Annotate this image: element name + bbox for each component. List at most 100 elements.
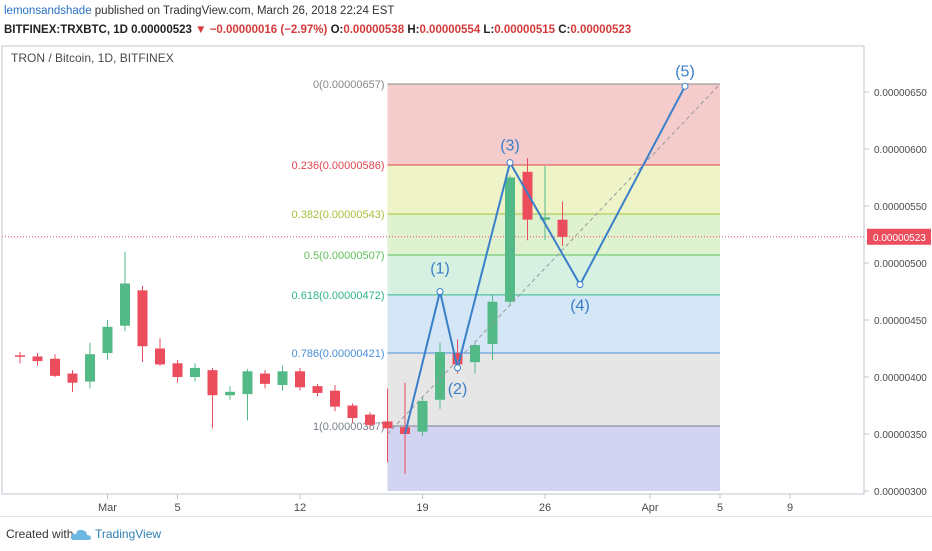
fib-zone (387, 164, 720, 214)
candle (540, 166, 550, 241)
candle (382, 388, 393, 463)
candle (102, 320, 113, 360)
candle (470, 342, 480, 374)
candle-body (295, 371, 305, 388)
wave-point[interactable] (576, 281, 584, 289)
fib-zones (387, 84, 720, 491)
price-tick-label: 0.00000450 (874, 316, 927, 327)
candle (365, 412, 375, 429)
time-tick-label: Apr (641, 502, 658, 514)
candle (277, 365, 288, 391)
candle (207, 367, 218, 429)
candle (155, 338, 165, 366)
candle-body (330, 390, 340, 407)
price-axis[interactable]: 0.00000650 0.00000600 0.00000550 0.00000500… (864, 88, 931, 498)
publisher-link[interactable]: lemonsandshade (4, 5, 92, 17)
candle (417, 397, 428, 437)
candle-body (470, 345, 480, 363)
candle-body (207, 370, 218, 396)
candle-body (32, 356, 43, 362)
time-axis[interactable]: Mar 5 12 19 26 Apr 5 9 (98, 494, 793, 514)
candle (260, 370, 270, 389)
chart-header: lemonsandshade published on TradingView.… (0, 0, 932, 44)
candle-body (522, 171, 533, 220)
published-text: published on TradingView.com, March 26, … (91, 5, 395, 17)
candle-body (137, 290, 148, 347)
fib-level-label: 0.5(0.00000507) (304, 250, 385, 262)
price-tick-label: 0.00000600 (874, 145, 927, 156)
candle-body (417, 400, 428, 432)
ohlc-line: BITFINEX:TRXBTC, 1D 0.00000523 ▼ −0.0000… (4, 24, 631, 36)
tradingview-link[interactable]: TradingView (95, 527, 162, 541)
candle-body (540, 217, 550, 220)
fib-level-label: 0.786(0.00000421) (292, 348, 385, 360)
wave-point[interactable] (681, 82, 689, 90)
candle-body (102, 326, 113, 354)
time-tick-label: 19 (416, 502, 428, 514)
candles (15, 158, 568, 474)
candle-body (452, 353, 463, 365)
close-label: C: (558, 24, 571, 36)
dashed-trend-line (387, 83, 721, 435)
fib-zone (387, 255, 720, 295)
candle (190, 363, 200, 382)
candle (172, 359, 183, 383)
candle-body (312, 386, 323, 393)
change-value: ▼ −0.00000016 (−2.97%) (195, 24, 328, 36)
candle-body (15, 355, 25, 357)
candle-body (85, 354, 95, 382)
candle-body (67, 373, 78, 383)
candle (32, 353, 43, 366)
wave-label: (3) (500, 138, 520, 155)
time-tick-label: 5 (174, 502, 180, 514)
fib-level-label: 0.382(0.00000543) (292, 209, 385, 221)
candle (50, 354, 60, 377)
chart-title: TRON / Bitcoin, 1D, BITFINEX (11, 51, 174, 65)
fib-levels: 0(0.00000657) 0.236(0.00000586) 0.382(0.00… (2, 79, 864, 433)
wave-label: (5) (675, 63, 695, 80)
time-tick-label: Mar (98, 502, 117, 514)
symbol-label: BITFINEX:TRXBTC, 1D (4, 24, 128, 36)
time-tick-label: 9 (787, 502, 793, 514)
candle (15, 351, 25, 364)
candle (137, 285, 148, 363)
fib-level-label: 0.236(0.00000586) (292, 160, 385, 172)
fib-zone (387, 84, 720, 165)
elliott-waves[interactable]: (1) (2) (3) (4) (5) (404, 63, 695, 435)
candle-body (172, 363, 183, 377)
wave-point[interactable] (506, 159, 514, 167)
candle-body (277, 371, 288, 385)
publish-line: lemonsandshade published on TradingView.… (4, 5, 394, 17)
candle-body (225, 391, 235, 396)
fib-level-label: 0.618(0.00000472) (292, 290, 385, 302)
time-tick-label: 26 (539, 502, 551, 514)
candle-body (365, 414, 375, 425)
candle-body (435, 351, 445, 400)
candle (487, 294, 498, 360)
time-tick-label: 12 (294, 502, 306, 514)
price-tick-label: 0.00000350 (874, 430, 927, 441)
fib-zone (387, 213, 720, 256)
created-with-label: Created with (6, 527, 74, 541)
candle (85, 342, 95, 389)
candle-body (347, 405, 358, 419)
candle-body (50, 358, 60, 376)
tradingview-cloud-icon (70, 529, 91, 540)
candle-body (155, 348, 165, 365)
open-label: O: (330, 24, 344, 36)
footer: Created with TradingView (0, 516, 932, 551)
wave-point[interactable] (436, 288, 444, 295)
candle-body (190, 367, 200, 377)
wave-point[interactable] (454, 364, 461, 372)
candle-body (260, 373, 270, 384)
candle (435, 342, 445, 409)
price-chart[interactable]: 0(0.00000657) 0.236(0.00000586) 0.382(0.00… (0, 44, 932, 516)
wave-path[interactable] (404, 85, 686, 435)
fib-zone-extension (387, 426, 720, 491)
candle (557, 201, 568, 246)
last-price-label: 0.00000523 (873, 233, 926, 244)
high-value: 0.00000554 (419, 24, 481, 36)
candle-body (382, 421, 393, 429)
wave-label: (2) (448, 381, 468, 398)
candle (312, 383, 323, 397)
